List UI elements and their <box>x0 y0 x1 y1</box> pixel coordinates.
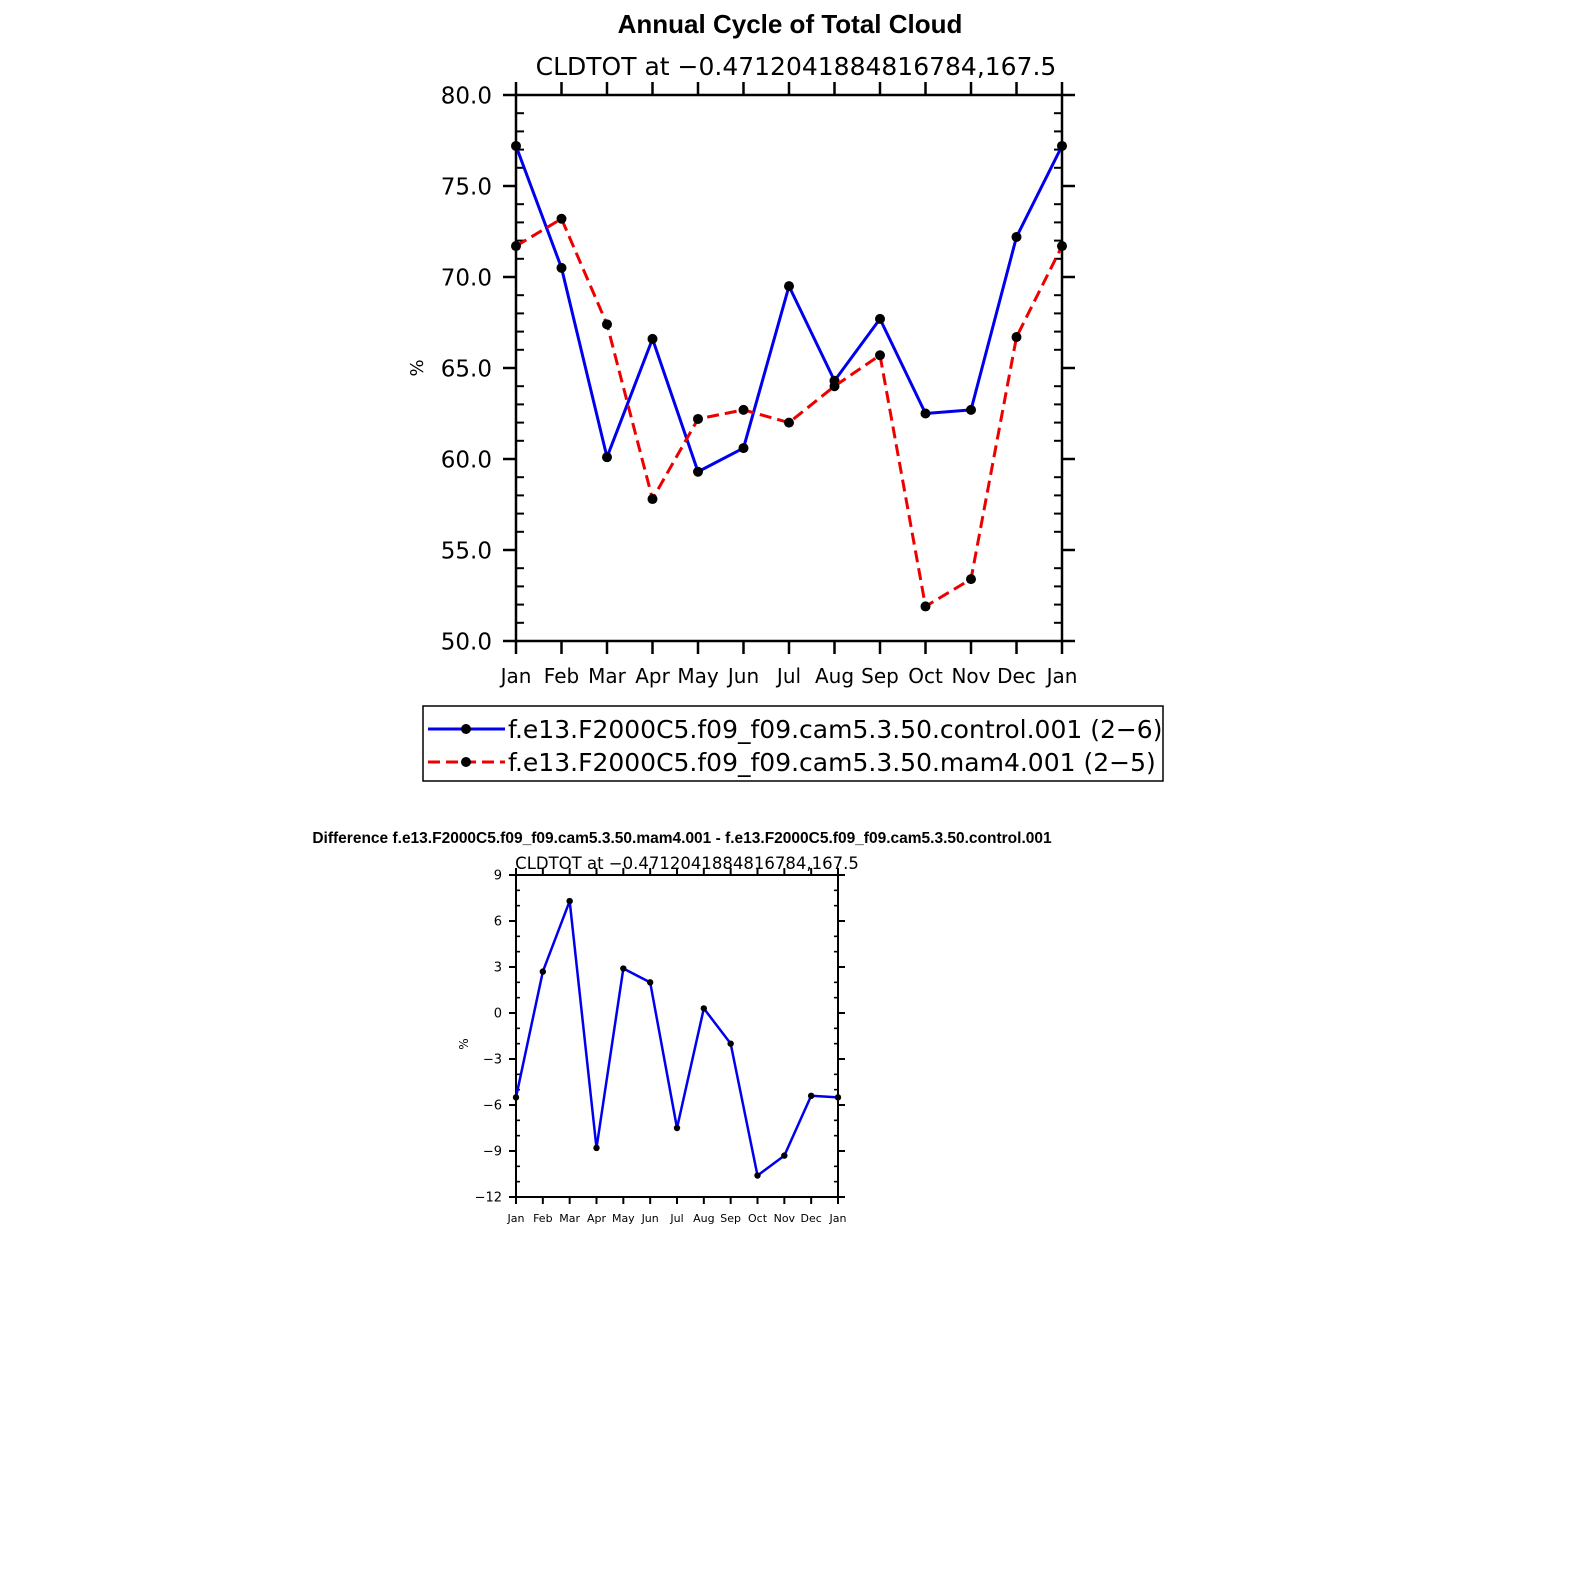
chart2-ytick-label: 3 <box>494 961 502 976</box>
chart1-series-1-point <box>738 404 749 415</box>
chart1-series-0-point <box>920 408 931 419</box>
chart1-series-1-point <box>693 413 703 424</box>
chart2-plot: Jan Feb Mar Apr May Jun Jul Aug Sep Oct Nov Dec Jan−… <box>475 868 847 1225</box>
chart1-series-1-line <box>515 217 1064 608</box>
chart1-xtick-label: Jul <box>775 664 801 688</box>
chart2-ytick-label: −6 <box>483 1099 502 1114</box>
chart1-frame <box>514 93 1064 643</box>
chart1-series-1-point <box>920 601 931 612</box>
chart1-series-1-point <box>1011 332 1022 343</box>
chart1-ytick-label: 80.0 <box>441 83 492 109</box>
chart1-series-1-point <box>511 241 521 252</box>
chart1-plot: Jan Feb Mar Apr May Jun Jul Aug Sep Oct Nov Dec Jan 5… <box>441 82 1078 688</box>
chart1-legend-box <box>422 705 1164 782</box>
chart1-series-0-point <box>511 140 521 151</box>
chart1-series-0-point <box>1057 140 1067 151</box>
chart1-xtick-label: Jan <box>1045 664 1078 688</box>
chart2-series-0-point <box>593 1144 600 1152</box>
chart1-xtick-label: Jan <box>499 664 532 688</box>
chart2-title: Difference f.e13.F2000C5.f09_f09.cam5.3.… <box>312 830 1052 847</box>
chart1-ytick-label: 75.0 <box>441 174 492 200</box>
chart1-series-1-point <box>829 381 840 392</box>
chart1-ytick-label: 60.0 <box>441 447 492 473</box>
chart2-xtick-label: Sep <box>720 1212 741 1225</box>
chart1-series-0-point <box>602 452 612 463</box>
chart1-xtick-label: May <box>677 664 719 688</box>
chart1-series-0-point <box>693 466 703 477</box>
chart1-legend: f.e13.F2000C5.f09_f09.cam5.3.50.control.… <box>422 705 1164 782</box>
chart2-series-0-point <box>727 1040 734 1047</box>
chart2-xtick-label: Jan <box>507 1212 525 1225</box>
chart2-series-0-point <box>539 968 547 975</box>
chart1-series-0-point <box>1011 231 1022 242</box>
chart1-series-1-point <box>966 574 976 585</box>
chart2-series-0-point <box>754 1172 761 1179</box>
chart1-xtick-label: Jun <box>726 664 759 688</box>
chart2-ylabel: % <box>457 1038 471 1049</box>
chart2-xtick-label: Apr <box>587 1212 607 1225</box>
chart1-ytick-label: 50.0 <box>441 629 492 655</box>
chart2-xtick-label: Jun <box>641 1212 659 1225</box>
chart1-xtick-label: Sep <box>861 664 899 688</box>
chart2-xtick-label: Aug <box>693 1212 714 1225</box>
chart1-xtick-label: Oct <box>908 664 943 688</box>
chart1-series-0-point <box>738 443 749 454</box>
chart2-series-0-point <box>512 1094 520 1101</box>
chart1-xtick-label: Feb <box>544 664 579 688</box>
chart1-series-1-point <box>875 350 885 361</box>
chart2-series-0-point <box>566 897 573 905</box>
chart2-ytick-label: −3 <box>483 1053 502 1068</box>
chart1-subtitle: CLDTOT at −0.4712041884816784,167.5 <box>536 52 1057 81</box>
chart2-series-0-point <box>646 979 654 986</box>
chart1-series-0-point <box>647 333 658 344</box>
chart1-series-1-point <box>784 417 794 428</box>
chart1-xtick-label: Dec <box>997 664 1036 688</box>
chart1-xtick-label: Nov <box>951 664 990 688</box>
chart1-xtick-label: Mar <box>588 664 627 688</box>
chart1-xtick-label: Aug <box>815 664 854 688</box>
chart1-legend-label-control: f.e13.F2000C5.f09_f09.cam5.3.50.control.… <box>508 715 1162 744</box>
chart2-xtick-label: May <box>612 1212 635 1225</box>
chart2-xtick-label: Mar <box>559 1212 580 1225</box>
chart2-xtick-label: Jan <box>829 1212 847 1225</box>
chart2-series-0-line <box>514 899 839 1177</box>
chart1-series-0-point <box>875 313 885 324</box>
chart2-ytick-label: 0 <box>494 1007 502 1022</box>
chart2-ytick-label: 9 <box>494 869 502 884</box>
chart2-series-0-point <box>673 1124 681 1132</box>
chart2-ytick-label: −12 <box>475 1191 502 1206</box>
chart1-series-1-point <box>1057 241 1067 252</box>
chart1-legend-label-mam4: f.e13.F2000C5.f09_f09.cam5.3.50.mam4.001… <box>508 748 1156 777</box>
chart1-series-0-point <box>966 404 976 415</box>
chart2-series-0-point <box>700 1005 708 1012</box>
chart1-series-0-point <box>556 262 567 273</box>
chart1-ylabel: % <box>407 359 428 376</box>
chart1-ytick-label: 55.0 <box>441 538 492 564</box>
chart2-xtick-label: Oct <box>748 1212 768 1225</box>
chart1-xtick-label: Apr <box>635 664 670 688</box>
chart2-frame <box>515 874 839 1198</box>
chart2-subtitle: CLDTOT at −0.4712041884816784,167.5 <box>515 854 859 873</box>
chart1-series-1-point <box>602 319 612 330</box>
chart1-series-1-point <box>556 213 567 224</box>
chart1-ytick-label: 65.0 <box>441 356 492 382</box>
chart2-xtick-label: Dec <box>801 1212 822 1225</box>
chart2-series-0-point <box>781 1152 788 1159</box>
chart2-series-0-point <box>620 965 627 972</box>
chart2-xtick-label: Feb <box>533 1212 552 1225</box>
chart1-legend-marker-mam4 <box>461 757 471 767</box>
chart1-ytick-label: 70.0 <box>441 265 492 291</box>
chart2-ytick-label: −9 <box>483 1145 502 1160</box>
chart2-series-0-point <box>834 1094 842 1101</box>
chart1-legend-marker-control <box>461 724 471 734</box>
chart1-title: Annual Cycle of Total Cloud <box>618 9 963 39</box>
chart2-xtick-label: Nov <box>774 1212 796 1225</box>
chart2-ytick-label: 6 <box>494 915 502 930</box>
chart2-xtick-label: Jul <box>669 1212 683 1225</box>
chart2-series-0-point <box>807 1092 815 1100</box>
chart1-series-1-point <box>647 494 658 505</box>
chart1-series-0-point <box>784 281 794 292</box>
